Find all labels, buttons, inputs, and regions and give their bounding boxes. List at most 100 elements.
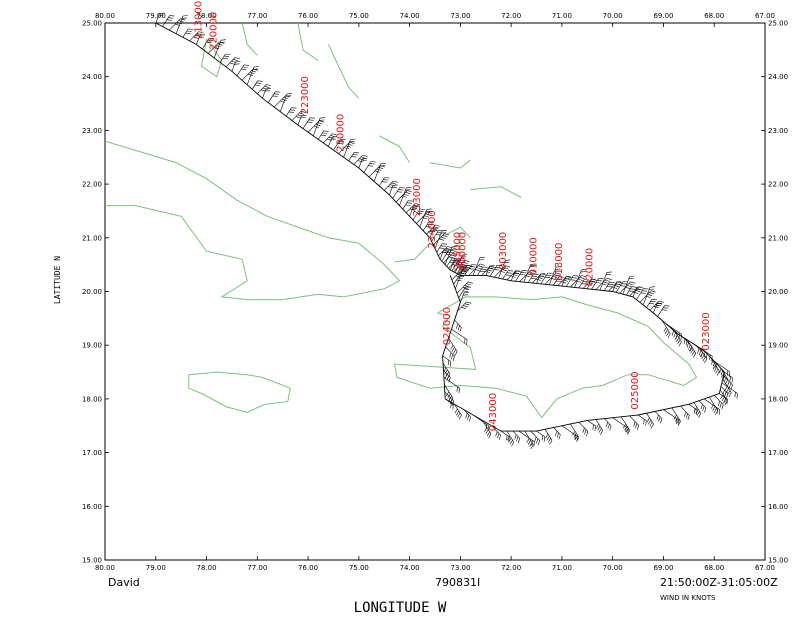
wind-barb (373, 163, 382, 182)
wind-barb-flag (653, 306, 659, 309)
wind-barb (443, 377, 460, 389)
wind-barb-flag (649, 288, 655, 290)
wind-barb-flag (452, 356, 455, 362)
wind-barb-flag (715, 368, 719, 374)
wind-barb-flag (323, 130, 329, 132)
wind-barb (457, 301, 467, 312)
wind-barb-flag (526, 438, 530, 443)
wind-barb-flag (319, 117, 326, 119)
wind-barb-flag (266, 84, 272, 87)
wind-barb-flag (381, 181, 387, 183)
y-tick-label: 17.00 (82, 449, 102, 457)
wind-barb (312, 117, 321, 136)
wind-barb-flag (242, 66, 248, 68)
wind-barb-flag (487, 425, 490, 431)
wind-barb-flag (506, 272, 512, 274)
wind-barb-flag (606, 286, 612, 288)
wind-barb-flag (295, 116, 301, 119)
wind-barb-flag (494, 269, 500, 271)
wind-barb-flag (700, 404, 703, 410)
wind-barb-flag (478, 265, 484, 268)
x-tick-label: 72.00 (501, 564, 521, 572)
wind-barb-flag (451, 254, 456, 257)
wind-barb-flag (349, 141, 355, 143)
wind-barb-flag (514, 434, 517, 440)
wind-barb-flag (459, 272, 465, 275)
wind-barb-flag (457, 261, 463, 263)
wind-barb-flag (168, 17, 174, 19)
wind-barb-flag (557, 278, 563, 280)
y-tick-label: 19.00 (768, 342, 788, 350)
wind-barb-flag (466, 301, 472, 304)
wind-barb-flag (697, 348, 700, 354)
coastline (188, 371, 291, 413)
wind-barb (721, 382, 738, 394)
x-tick-label: 71.00 (552, 12, 572, 20)
wind-barb-flag (688, 344, 691, 350)
wind-barb-flag (479, 270, 486, 272)
wind-barb-flag (660, 418, 663, 424)
wind-barb (548, 266, 557, 285)
wind-barb-flag (454, 408, 458, 414)
wind-units: WIND IN KNOTS (660, 594, 716, 602)
wind-barb (338, 141, 350, 154)
x-tick-label: 68.00 (704, 12, 724, 20)
wind-barb-flag (264, 85, 270, 88)
wind-barb-flag (527, 440, 531, 445)
wind-barb (500, 430, 510, 438)
wind-barb-flag (630, 288, 636, 290)
time-label: 233000 (412, 178, 423, 216)
wind-barb-flag (405, 192, 411, 195)
wind-barb-flag (606, 277, 612, 280)
wind-barb-flag (256, 82, 262, 84)
wind-barb-flag (222, 57, 228, 59)
wind-barb-flag (582, 281, 588, 283)
wind-barb-flag (457, 412, 461, 418)
wind-barb-flag (290, 109, 296, 111)
x-axis-title: LONGITUDE W (354, 600, 447, 616)
wind-barb-flag (704, 351, 706, 357)
wind-barb (358, 158, 363, 169)
wind-barb-flag (579, 277, 585, 280)
wind-barb-flag (609, 425, 612, 431)
wind-barb-flag (658, 300, 664, 303)
wind-barb-flag (456, 386, 458, 392)
wind-barb-flag (351, 156, 357, 158)
wind-barb-flag (458, 415, 462, 420)
wind-barb-flag (663, 307, 669, 309)
wind-barb (612, 282, 617, 292)
wind-barb-flag (565, 276, 571, 278)
wind-barb (629, 415, 639, 426)
wind-barb-flag (337, 143, 343, 145)
wind-barb-flag (529, 442, 533, 447)
coastline (297, 22, 319, 62)
wind-barb-flag (645, 420, 647, 426)
wind-barb-flag (451, 401, 455, 406)
wind-barb (323, 133, 333, 144)
wind-barb-flag (586, 284, 592, 287)
wind-barb-flag (658, 416, 661, 422)
wind-barb-flag (556, 432, 559, 438)
wind-barb-flag (539, 275, 545, 277)
coastline (393, 296, 698, 419)
wind-barb (713, 395, 724, 405)
wind-barb-flag (731, 377, 733, 383)
wind-barb-flag (533, 273, 539, 275)
wind-barb-flag (627, 430, 631, 435)
wind-barb-flag (628, 283, 634, 286)
wind-barb-flag (380, 165, 386, 167)
wind-barb-flag (482, 266, 488, 268)
wind-barb (710, 357, 720, 372)
wind-barb (540, 272, 549, 285)
wind-barb-flag (558, 276, 564, 278)
wind-barb-flag (678, 341, 682, 347)
wind-barb-flag (675, 416, 679, 422)
wind-barb-flag (447, 373, 451, 379)
coastlines (104, 22, 698, 419)
x-tick-label: 78.00 (197, 12, 217, 20)
wind-barb-flag (612, 286, 618, 289)
wind-barb-flag (724, 386, 728, 391)
wind-barb-flag (280, 100, 285, 103)
wind-barb-flag (417, 212, 423, 214)
wind-barb-flag (392, 184, 398, 186)
